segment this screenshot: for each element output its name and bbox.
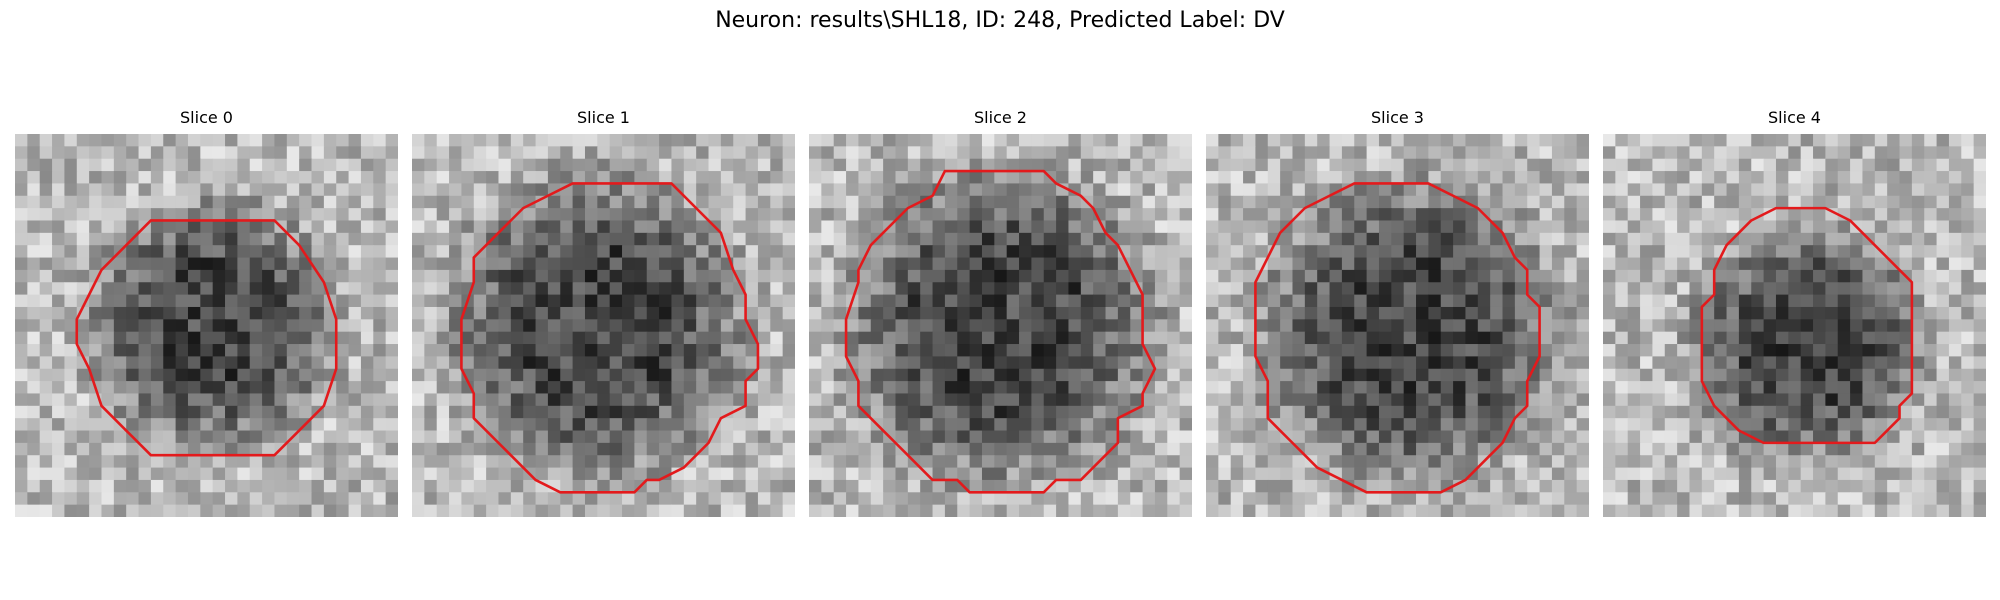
slice-panel-3: Slice 3 bbox=[1206, 108, 1589, 518]
neuron-contour bbox=[1254, 182, 1541, 494]
figure-title: Neuron: results\SHL18, ID: 248, Predicte… bbox=[715, 8, 1285, 33]
slice-title: Slice 1 bbox=[577, 108, 630, 127]
slice-title: Slice 2 bbox=[974, 108, 1027, 127]
slice-panel-2: Slice 2 bbox=[809, 108, 1192, 518]
slice-image-3 bbox=[1206, 134, 1589, 517]
neuron-contour bbox=[75, 219, 338, 457]
pixel-grid bbox=[412, 134, 795, 517]
slice-panel-4: Slice 4 bbox=[1603, 108, 1986, 518]
slice-title: Slice 3 bbox=[1371, 108, 1424, 127]
slice-title: Slice 0 bbox=[180, 108, 233, 127]
neuron-contour bbox=[844, 169, 1157, 494]
slice-title: Slice 4 bbox=[1768, 108, 1821, 127]
slice-image-0 bbox=[15, 134, 398, 517]
slice-panel-1: Slice 1 bbox=[412, 108, 795, 518]
slice-panel-0: Slice 0 bbox=[15, 108, 398, 518]
pixel-grid bbox=[1603, 134, 1986, 517]
pixel-grid bbox=[15, 134, 398, 517]
slice-image-4 bbox=[1603, 134, 1986, 517]
pixel-grid bbox=[1206, 134, 1589, 517]
neuron-contour bbox=[460, 182, 760, 494]
slice-image-2 bbox=[809, 134, 1192, 517]
neuron-contour bbox=[1700, 206, 1914, 445]
slice-image-1 bbox=[412, 134, 795, 517]
pixel-grid bbox=[809, 134, 1192, 517]
